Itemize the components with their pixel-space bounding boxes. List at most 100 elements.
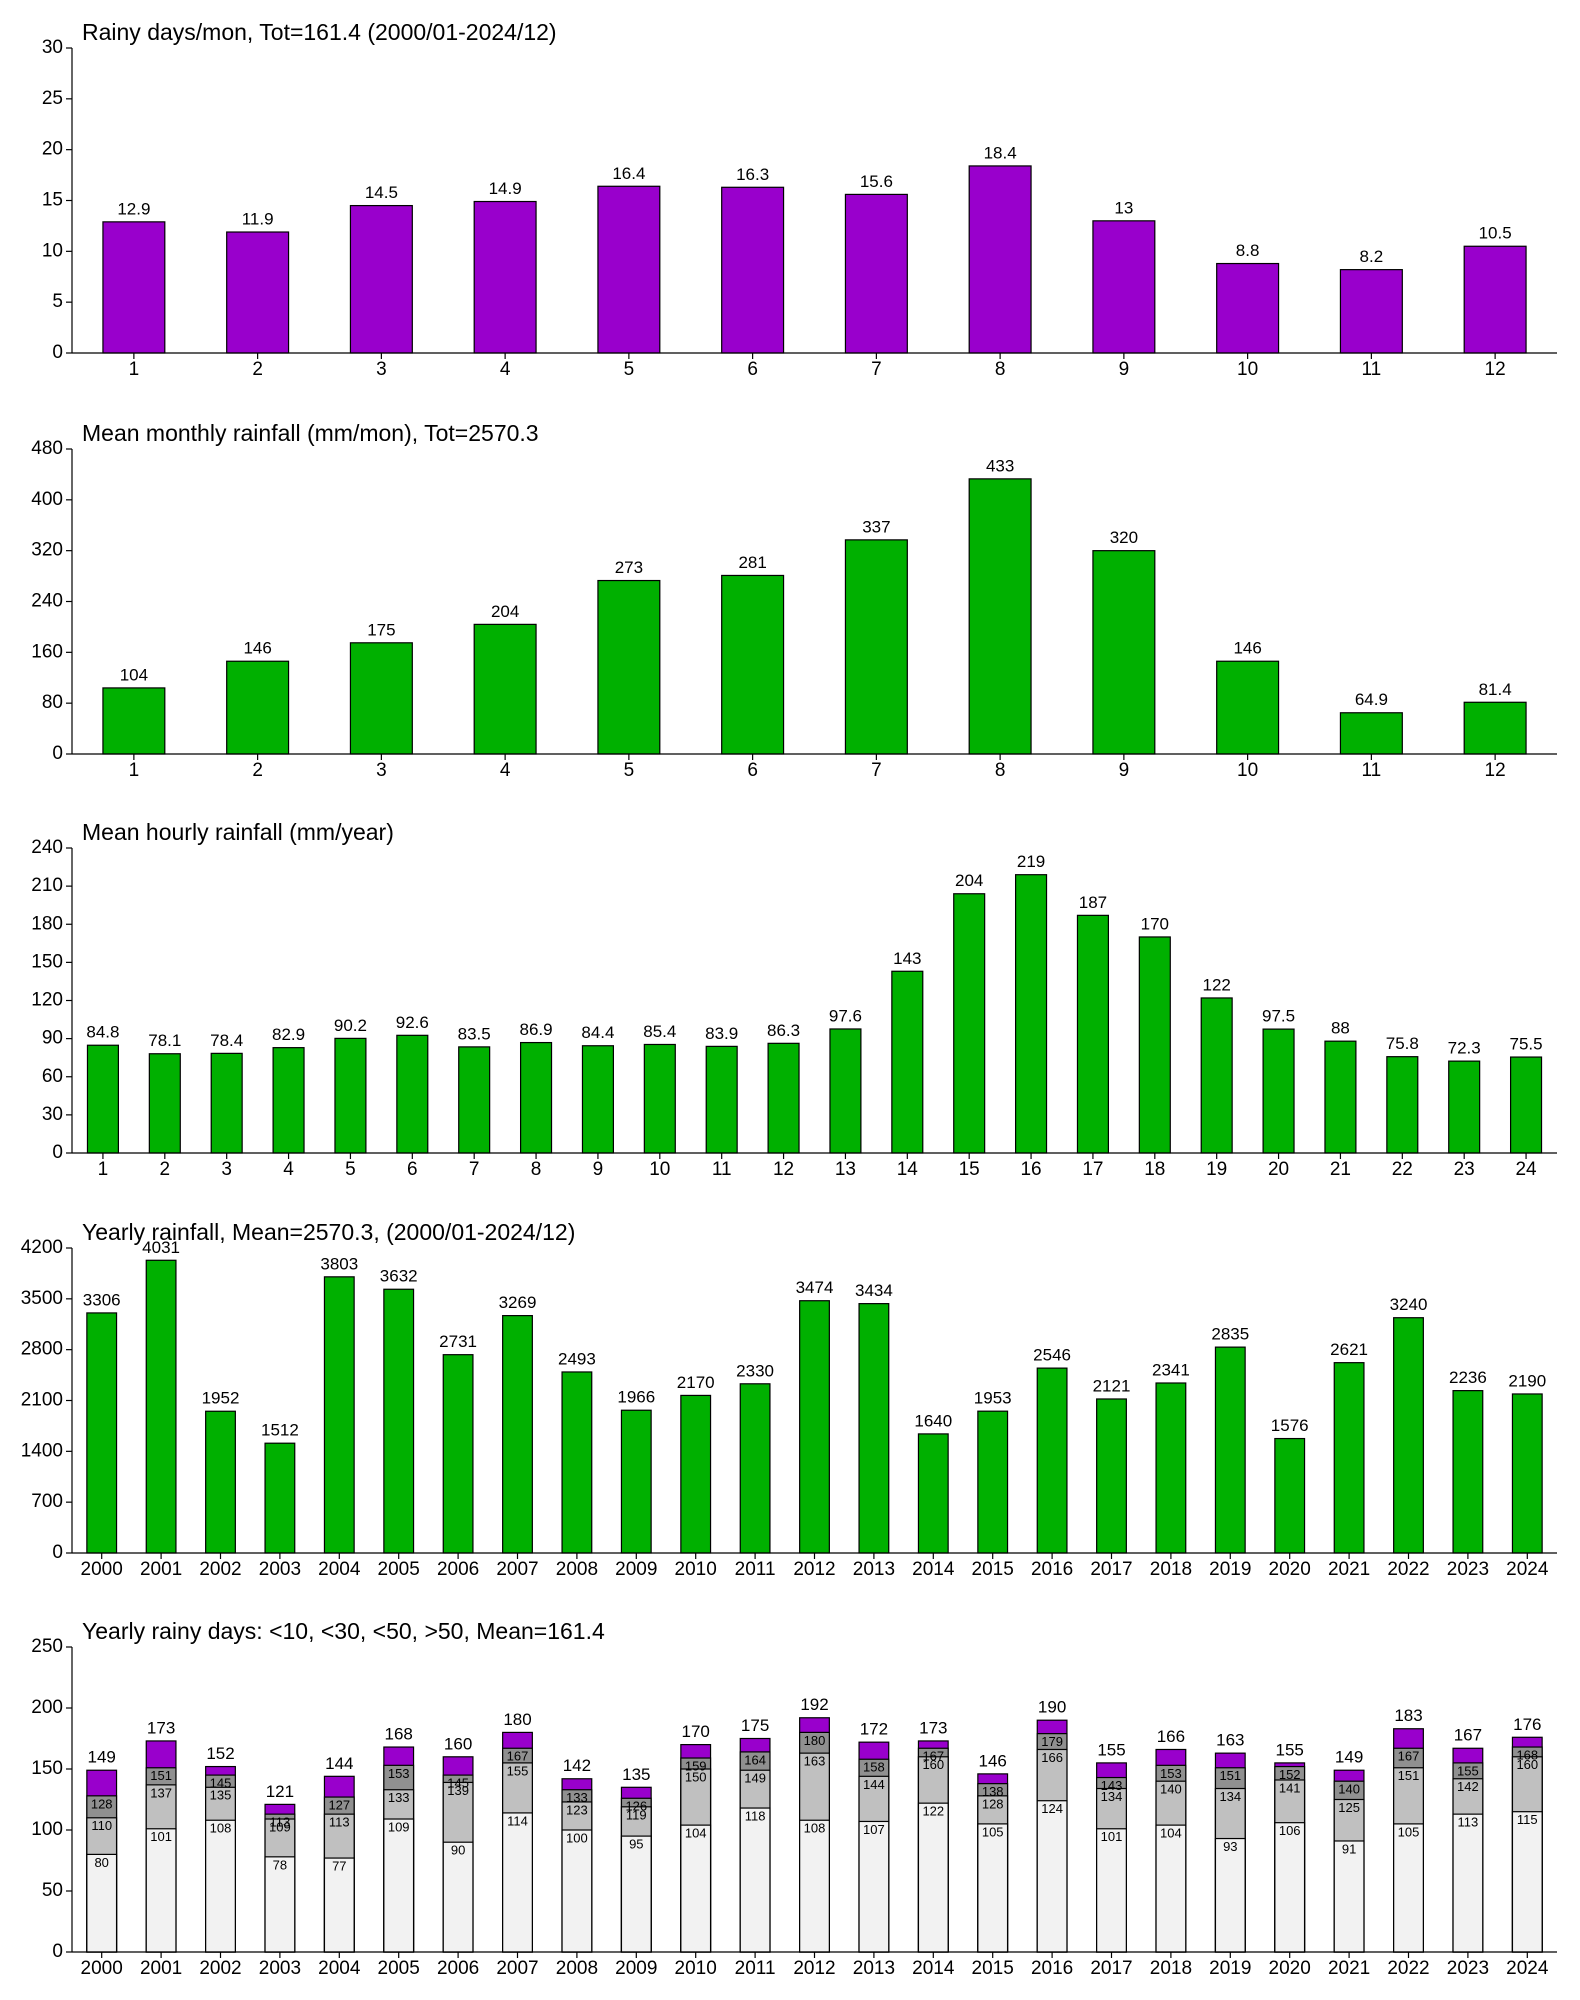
x-tick-label: 1 xyxy=(129,359,140,380)
value-label: 90.2 xyxy=(334,1016,367,1035)
value-label: 10.5 xyxy=(1479,224,1512,243)
x-tick-label: 2012 xyxy=(793,1958,835,1979)
value-label: 151 xyxy=(1219,1768,1241,1783)
value-label: 3269 xyxy=(499,1293,537,1312)
y-tick-label: 160 xyxy=(31,641,63,662)
bar xyxy=(977,1410,1009,1554)
value-label: 146 xyxy=(979,1751,1007,1770)
value-label: 142 xyxy=(1457,1779,1479,1794)
y-tick-label: 25 xyxy=(42,88,63,109)
x-tick-label: 14 xyxy=(897,1159,919,1180)
x-tick-label: 24 xyxy=(1515,1159,1537,1180)
bar xyxy=(1463,245,1527,354)
bar xyxy=(1092,550,1156,755)
value-label: 85.4 xyxy=(643,1022,676,1041)
value-label: 123 xyxy=(566,1802,588,1817)
bar xyxy=(1014,874,1048,1154)
x-tick-label: 2010 xyxy=(675,1559,717,1580)
chart-title: Mean monthly rainfall (mm/mon), Tot=2570… xyxy=(82,420,539,446)
value-label: 180 xyxy=(503,1710,531,1729)
x-tick-label: 2013 xyxy=(853,1958,895,1979)
value-label: 78 xyxy=(273,1857,287,1872)
value-label: 88 xyxy=(1331,1019,1350,1038)
x-tick-label: 2 xyxy=(160,1159,171,1180)
bar xyxy=(1076,914,1110,1154)
value-label: 86.9 xyxy=(520,1020,553,1039)
value-label: 14.9 xyxy=(489,179,522,198)
bar xyxy=(226,660,290,755)
bar xyxy=(272,1047,305,1154)
x-tick-label: 9 xyxy=(1119,359,1130,380)
value-label: 81.4 xyxy=(1479,680,1512,699)
y-tick-label: 150 xyxy=(31,1758,63,1779)
bar-segment xyxy=(205,1819,236,1953)
y-tick-label: 250 xyxy=(31,1636,63,1657)
value-label: 145 xyxy=(447,1776,469,1791)
value-label: 219 xyxy=(1017,852,1045,871)
value-label: 104 xyxy=(1160,1826,1182,1841)
bar-segment xyxy=(323,1857,355,1953)
bar-segment xyxy=(561,1829,593,1953)
x-tick-label: 2018 xyxy=(1150,1958,1192,1979)
chart-title: Yearly rainfall, Mean=2570.3, (2000/01-2… xyxy=(82,1219,575,1245)
value-label: 18.4 xyxy=(984,143,1017,162)
value-label: 337 xyxy=(862,517,890,536)
x-tick-label: 2012 xyxy=(793,1559,835,1580)
value-label: 140 xyxy=(1338,1782,1360,1797)
value-label: 106 xyxy=(1279,1823,1301,1838)
x-tick-label: 12 xyxy=(1485,359,1506,380)
bar xyxy=(844,193,908,354)
bar xyxy=(597,579,661,755)
value-label: 133 xyxy=(388,1790,410,1805)
value-label: 175 xyxy=(367,620,395,639)
value-label: 114 xyxy=(507,1813,528,1828)
value-label: 143 xyxy=(893,949,921,968)
bar xyxy=(767,1042,800,1154)
value-label: 2236 xyxy=(1449,1368,1487,1387)
x-tick-label: 10 xyxy=(1237,359,1258,380)
value-label: 125 xyxy=(1338,1800,1360,1815)
value-label: 2190 xyxy=(1508,1371,1546,1390)
y-tick-label: 10 xyxy=(42,240,63,261)
bar xyxy=(442,1354,474,1554)
x-tick-label: 2021 xyxy=(1328,1958,1370,1979)
y-tick-label: 30 xyxy=(42,37,63,58)
value-label: 75.8 xyxy=(1386,1034,1419,1053)
x-tick-label: 12 xyxy=(1485,760,1506,781)
y-tick-label: 0 xyxy=(52,1142,63,1163)
x-tick-label: 4 xyxy=(500,359,511,380)
bar-segment xyxy=(1333,1840,1365,1953)
value-label: 107 xyxy=(863,1822,885,1837)
x-tick-label: 2016 xyxy=(1031,1559,1073,1580)
value-label: 143 xyxy=(1101,1778,1123,1793)
value-label: 2170 xyxy=(677,1373,715,1392)
value-label: 3240 xyxy=(1390,1295,1428,1314)
value-label: 91 xyxy=(1342,1841,1356,1856)
value-label: 13 xyxy=(1114,198,1133,217)
x-tick-label: 2 xyxy=(252,359,263,380)
value-label: 127 xyxy=(328,1797,350,1812)
value-label: 3434 xyxy=(855,1281,893,1300)
x-tick-label: 2020 xyxy=(1269,1958,1311,1979)
x-tick-label: 23 xyxy=(1454,1159,1475,1180)
value-label: 2493 xyxy=(558,1349,596,1368)
value-label: 160 xyxy=(444,1734,472,1753)
y-tick-label: 700 xyxy=(31,1491,63,1512)
x-tick-label: 20 xyxy=(1268,1159,1289,1180)
bar xyxy=(1452,1390,1484,1554)
value-label: 101 xyxy=(150,1829,172,1844)
bar-segment xyxy=(145,1828,177,1953)
y-tick-label: 5 xyxy=(52,291,63,312)
value-label: 122 xyxy=(1203,975,1231,994)
value-label: 113 xyxy=(1458,1815,1479,1830)
value-label: 151 xyxy=(150,1768,172,1783)
y-tick-label: 4200 xyxy=(21,1237,63,1258)
value-label: 155 xyxy=(1276,1740,1304,1759)
x-tick-label: 2007 xyxy=(496,1559,538,1580)
value-label: 134 xyxy=(1219,1789,1241,1804)
value-label: 84.8 xyxy=(86,1023,119,1042)
value-label: 86.3 xyxy=(767,1021,800,1040)
bar-segment xyxy=(1393,1823,1424,1953)
value-label: 281 xyxy=(738,553,766,572)
x-tick-label: 7 xyxy=(469,1159,480,1180)
